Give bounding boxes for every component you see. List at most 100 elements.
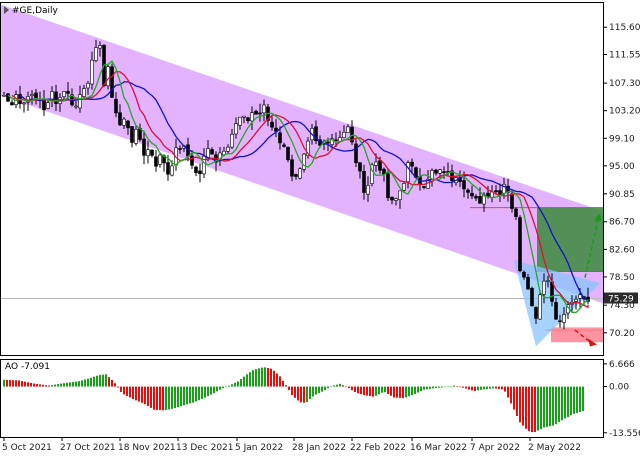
ao-bar <box>159 386 161 411</box>
time-tick-label: 27 Oct 2021 <box>60 443 116 453</box>
ao-bar <box>351 386 353 391</box>
ao-bar <box>300 386 302 403</box>
ao-bar <box>249 372 251 387</box>
main-plot[interactable] <box>0 4 604 347</box>
candle-body <box>90 59 94 85</box>
ao-bar <box>372 386 374 397</box>
ao-label: AO -7.091 <box>5 362 50 372</box>
price-tick-label: 95.00 <box>609 162 635 172</box>
ao-bar <box>558 386 560 423</box>
ao-bar <box>297 386 299 401</box>
symbol-label: #GE,Daily <box>12 6 59 16</box>
candle-body <box>434 169 438 174</box>
price-tick-label: 103.20 <box>609 107 640 117</box>
ao-bar <box>396 386 398 398</box>
arrow-down-head-icon <box>588 338 597 347</box>
ao-bar <box>552 386 554 426</box>
ao-bar <box>531 386 533 433</box>
candle-body <box>98 45 102 49</box>
ao-bar <box>348 386 350 389</box>
ascending-channel-band <box>0 4 604 304</box>
ao-bar <box>309 386 311 400</box>
ao-bar <box>180 386 182 407</box>
candlestick-series <box>2 39 590 330</box>
ao-bar <box>108 377 110 387</box>
candle-body <box>330 138 334 145</box>
ao-bar <box>9 380 11 387</box>
ao-bar <box>555 386 557 425</box>
ao-bar <box>570 386 572 416</box>
ao-panel[interactable] <box>3 367 584 433</box>
ao-bar <box>375 386 377 396</box>
candle-body <box>170 165 174 176</box>
ao-bar <box>387 386 389 395</box>
ao-bar <box>117 386 119 388</box>
ao-bar <box>144 386 146 405</box>
ao-tick-label: -13.556 <box>609 429 640 439</box>
main-plot-frame <box>0 2 604 356</box>
ao-bar <box>141 386 143 403</box>
ao-bar <box>459 386 461 388</box>
ao-bar <box>234 382 236 387</box>
ao-bar <box>483 386 485 390</box>
ao-bar <box>132 386 134 400</box>
ao-bar <box>549 386 551 427</box>
ao-bar <box>39 384 41 387</box>
price-axis[interactable]: 115.60 111.55 107.30 103.20 99.10 95.00 90.85 8… <box>604 23 640 339</box>
ao-bar <box>360 386 362 395</box>
ao-bar <box>453 385 455 387</box>
candle-body <box>342 131 346 139</box>
ao-tick-label: 6.666 <box>609 360 635 370</box>
ao-bar <box>51 385 53 387</box>
price-tick-label: 107.30 <box>609 79 640 89</box>
candle-body <box>514 208 518 217</box>
dropdown-triangle-icon[interactable] <box>4 6 9 14</box>
ao-bar <box>282 380 284 387</box>
ao-panel-frame <box>0 359 604 438</box>
ao-bar <box>504 386 506 392</box>
ao-bar <box>423 386 425 390</box>
candle-body <box>126 120 130 129</box>
candle-body <box>410 161 414 167</box>
ao-bar <box>243 376 245 387</box>
ao-bar <box>393 386 395 398</box>
ao-bar <box>285 385 287 387</box>
time-axis[interactable]: 5 Oct 2021 27 Oct 2021 18 Nov 2021 13 Dec 2… <box>2 437 581 453</box>
ao-bar <box>429 386 431 389</box>
ao-bar <box>486 386 488 389</box>
candle-body <box>198 170 202 174</box>
ao-bar <box>105 374 107 387</box>
candle-body <box>534 306 538 319</box>
candle-body <box>518 217 522 272</box>
candle-body <box>450 170 454 181</box>
ao-bar <box>183 386 185 406</box>
ao-bar <box>519 386 521 423</box>
ao-bar <box>507 386 509 398</box>
moving-average-fast <box>7 60 589 314</box>
ao-bar <box>405 386 407 398</box>
ao-bar <box>492 386 494 389</box>
ao-bar <box>192 386 194 403</box>
ao-bar <box>579 386 581 412</box>
ao-bar <box>345 386 347 388</box>
ao-bar <box>225 386 227 388</box>
ao-axis: 6.666 0.00 -13.556 <box>604 360 640 439</box>
price-tick-label: 70.20 <box>609 329 635 339</box>
ao-bar <box>3 379 5 387</box>
ao-bar <box>312 386 314 397</box>
candle-body <box>238 116 242 126</box>
price-tick-label: 111.55 <box>609 50 640 60</box>
candle-body <box>158 154 162 165</box>
ao-bar <box>15 380 17 387</box>
ao-bar <box>357 386 359 394</box>
ao-bar <box>186 386 188 405</box>
candle-body <box>202 156 206 175</box>
ao-bar <box>303 386 305 403</box>
candle-body <box>294 174 298 177</box>
ao-bar <box>408 386 410 397</box>
ao-bar <box>264 367 266 387</box>
candle-body <box>234 123 238 135</box>
time-tick-label: 28 Jan 2022 <box>292 443 346 453</box>
ao-bar <box>60 383 62 387</box>
